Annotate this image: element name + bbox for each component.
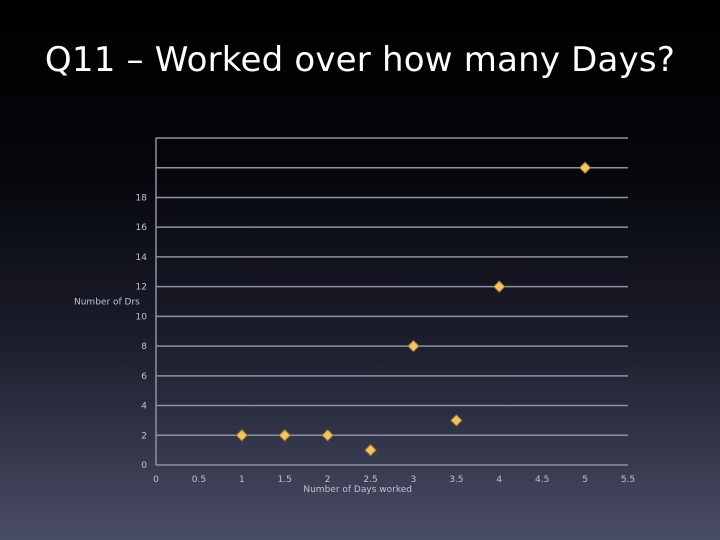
y-tick-label: 16 — [136, 223, 148, 233]
data-point — [278, 429, 291, 442]
y-axis-title: Number of Drs — [74, 298, 140, 308]
x-tick-label: 1 — [239, 475, 245, 485]
y-tick-label: 12 — [136, 283, 147, 293]
x-axis-title: Number of Days worked — [303, 485, 412, 495]
data-point — [364, 443, 377, 457]
y-tick-label: 8 — [141, 342, 147, 352]
y-tick-label: 14 — [136, 253, 148, 263]
x-tick-label: 1.5 — [278, 475, 292, 485]
slide-title: Q11 – Worked over how many Days? — [44, 40, 676, 80]
x-tick-label: 3 — [411, 475, 417, 485]
data-point — [578, 161, 592, 174]
x-tick-label: 2 — [325, 475, 331, 485]
x-tick-label: 3.5 — [449, 475, 463, 485]
x-tick-label: 2.5 — [363, 475, 377, 485]
x-tick-label: 5 — [582, 475, 588, 485]
x-tick-label: 0.5 — [192, 475, 206, 485]
y-tick-labels: 0 2 4 6 8 10 12 14 16 18 — [136, 193, 148, 471]
data-point — [235, 429, 249, 442]
x-tick-label: 5.5 — [621, 475, 635, 485]
x-tick-label: 4.5 — [535, 475, 549, 485]
data-points — [235, 161, 592, 457]
y-tick-label: 6 — [141, 372, 147, 382]
x-tick-label: 4 — [496, 475, 502, 485]
grid-lines — [155, 137, 628, 466]
y-tick-label: 0 — [141, 461, 147, 471]
data-point — [407, 339, 420, 353]
data-point — [450, 414, 463, 427]
x-tick-labels: 0 0.5 1 1.5 2 2.5 3 3.5 4 4.5 5 5.5 — [153, 475, 635, 485]
y-tick-label: 18 — [136, 193, 148, 203]
data-point — [321, 429, 334, 442]
y-tick-label: 2 — [141, 431, 147, 441]
y-tick-label: 10 — [136, 312, 148, 322]
x-tick-label: 0 — [153, 475, 159, 485]
y-tick-label: 4 — [141, 402, 147, 412]
data-point — [493, 280, 506, 293]
